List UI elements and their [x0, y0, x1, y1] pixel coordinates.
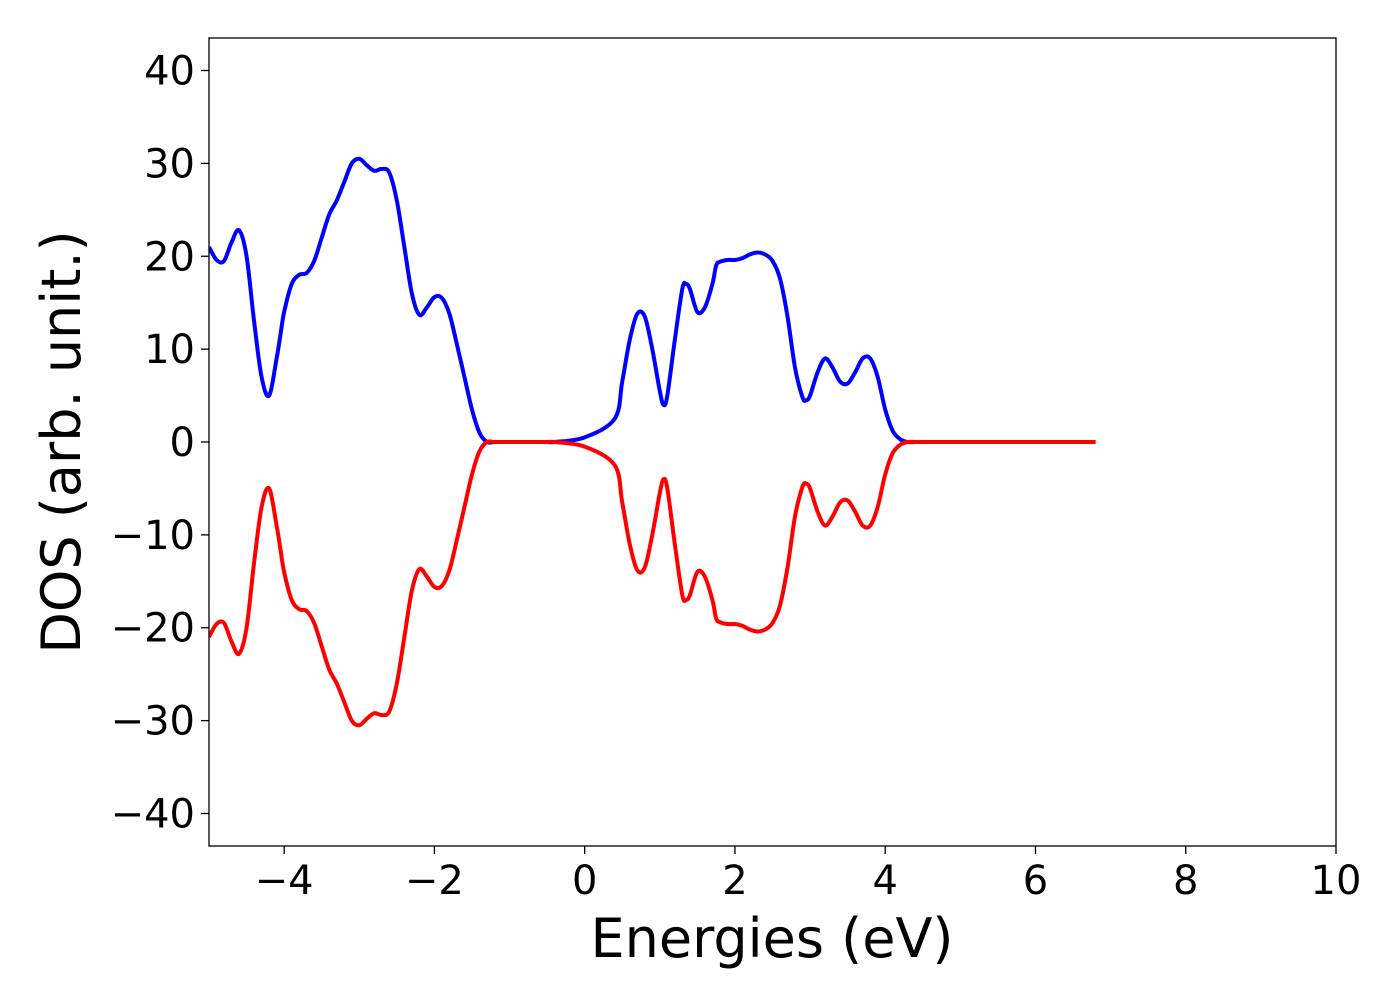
dos-line-red [209, 439, 1096, 728]
y-tick-label: −40 [111, 791, 195, 837]
dos-line-blue [209, 156, 1096, 445]
x-tick-label: 6 [1023, 858, 1048, 904]
x-tick-label: −2 [405, 858, 464, 904]
y-tick-label: 30 [144, 141, 195, 187]
y-tick-label: 20 [144, 234, 195, 280]
x-tick-label: 8 [1173, 858, 1198, 904]
y-tick-label: 40 [144, 49, 195, 95]
x-tick-label: 0 [572, 858, 597, 904]
y-tick-label: −10 [111, 513, 195, 559]
series-layer [209, 156, 1096, 728]
plot-background [209, 38, 1336, 846]
x-tick-label: 2 [722, 858, 747, 904]
x-tick-label: −4 [255, 858, 314, 904]
x-tick-label: 4 [872, 858, 897, 904]
y-tick-label: −30 [111, 699, 195, 745]
x-axis: −4 −2 0 2 4 6 8 10 [255, 846, 1362, 904]
y-tick-label: 10 [144, 327, 195, 373]
x-tick-label: 10 [1311, 858, 1362, 904]
y-tick-label: −20 [111, 606, 195, 652]
y-axis-label: DOS (arb. unit.) [30, 230, 93, 653]
x-axis-label: Energies (eV) [591, 907, 954, 970]
y-axis: 40 30 20 10 0 −10 −20 −30 −40 [111, 49, 209, 837]
y-tick-label: 0 [170, 420, 195, 466]
